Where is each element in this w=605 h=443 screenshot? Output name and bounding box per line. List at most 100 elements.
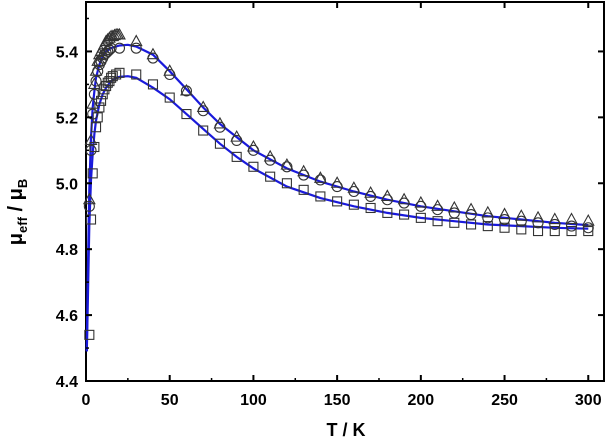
y-tick-label: 4.4 [56,374,78,391]
triangle-marker [548,212,562,225]
square-marker [332,196,343,207]
triangle-marker [531,210,545,223]
y-axis-title-sub1: eff [15,216,30,233]
circle-marker [92,65,104,77]
square-marker [84,329,95,340]
triangle-marker [113,27,126,40]
y-tick-label: 5.2 [56,110,78,127]
square-marker [482,221,493,232]
triangle-marker [129,34,143,47]
square-marker [92,112,103,123]
y-axis-title-main: μ [5,233,27,245]
triangle-marker [481,205,495,218]
circle-marker [231,134,243,146]
circle-marker [365,190,377,202]
square-marker [298,184,309,195]
square-marker [532,225,544,237]
square-marker [87,168,98,179]
plot-frame-box [85,1,605,382]
triangle-marker [464,202,478,215]
svg-text:μeff / μB: μeff / μB [5,179,30,245]
circle-marker [331,181,343,193]
square-marker [365,202,376,214]
square-marker [566,225,577,237]
square-marker [214,138,225,149]
circle-marker [197,105,209,117]
circle-marker [83,200,95,212]
triangle-marker [447,200,461,213]
fit-curve-2 [85,75,589,352]
circle-marker [348,185,360,198]
circle-marker [432,204,444,216]
circle-marker [415,200,427,212]
circle-marker [381,194,393,206]
circle-marker [164,68,176,81]
square-marker [198,125,209,136]
square-marker [348,199,359,210]
y-axis-title-sep: / μ [5,188,27,217]
circle-marker [498,213,511,226]
y-axis-title: μeff / μB [5,179,30,245]
square-marker [96,95,107,106]
square-marker [499,222,510,233]
square-marker [415,212,426,223]
square-marker [516,224,527,235]
triangle-marker [280,157,294,170]
y-axis-title-sub2: B [15,179,30,188]
square-marker [281,178,292,189]
axis-ticks: 0 50 100 150 200 250 300 4.4 4.6 4.8 5.0 5.2 5.4 [56,2,604,409]
triangle-marker [313,171,327,183]
square-marker [164,92,175,103]
x-tick-label: 100 [240,392,267,409]
circle-marker [113,42,126,54]
square-marker [466,219,477,230]
square-marker [94,102,105,113]
triangle-marker [108,28,121,41]
x-tick-label: 250 [491,392,518,409]
square-marker [231,151,242,162]
circle-marker [281,161,293,173]
square-marker [583,225,594,237]
circle-marker [482,212,494,224]
x-tick-label: 300 [575,392,602,409]
square-marker [399,209,410,220]
y-tick-label: 4.8 [56,242,78,259]
square-marker [265,171,276,182]
y-tick-label: 4.6 [56,308,78,325]
circle-marker [130,42,142,54]
x-tick-label: 0 [82,392,91,409]
triangle-marker [180,83,193,96]
circle-marker [549,218,561,231]
y-tick-label: 5.4 [56,44,78,61]
triangle-marker [84,133,98,145]
circle-marker [515,215,527,227]
circle-marker [102,45,114,57]
circle-marker [314,174,326,186]
circle-marker [264,154,276,166]
square-marker [147,79,159,90]
data-markers [82,27,595,340]
square-marker [131,69,142,80]
square-marker [432,216,443,227]
square-marker [315,191,326,202]
square-marker [89,141,100,153]
triangle-marker [581,214,595,226]
square-marker [382,207,393,218]
circle-marker [398,197,410,209]
x-axis-title: T / K [327,420,366,440]
square-marker [248,161,259,172]
circle-marker [532,217,544,229]
square-marker [111,69,122,80]
circle-marker [147,52,159,64]
square-marker [181,109,192,120]
square-marker [107,71,118,82]
y-tick-label: 5.0 [56,176,78,193]
triangle-marker [514,209,528,221]
circle-marker [214,121,226,133]
x-tick-label: 50 [161,392,179,409]
square-marker [90,122,102,133]
square-marker [549,225,560,237]
circle-marker [180,85,193,97]
plot-frame [85,1,605,382]
